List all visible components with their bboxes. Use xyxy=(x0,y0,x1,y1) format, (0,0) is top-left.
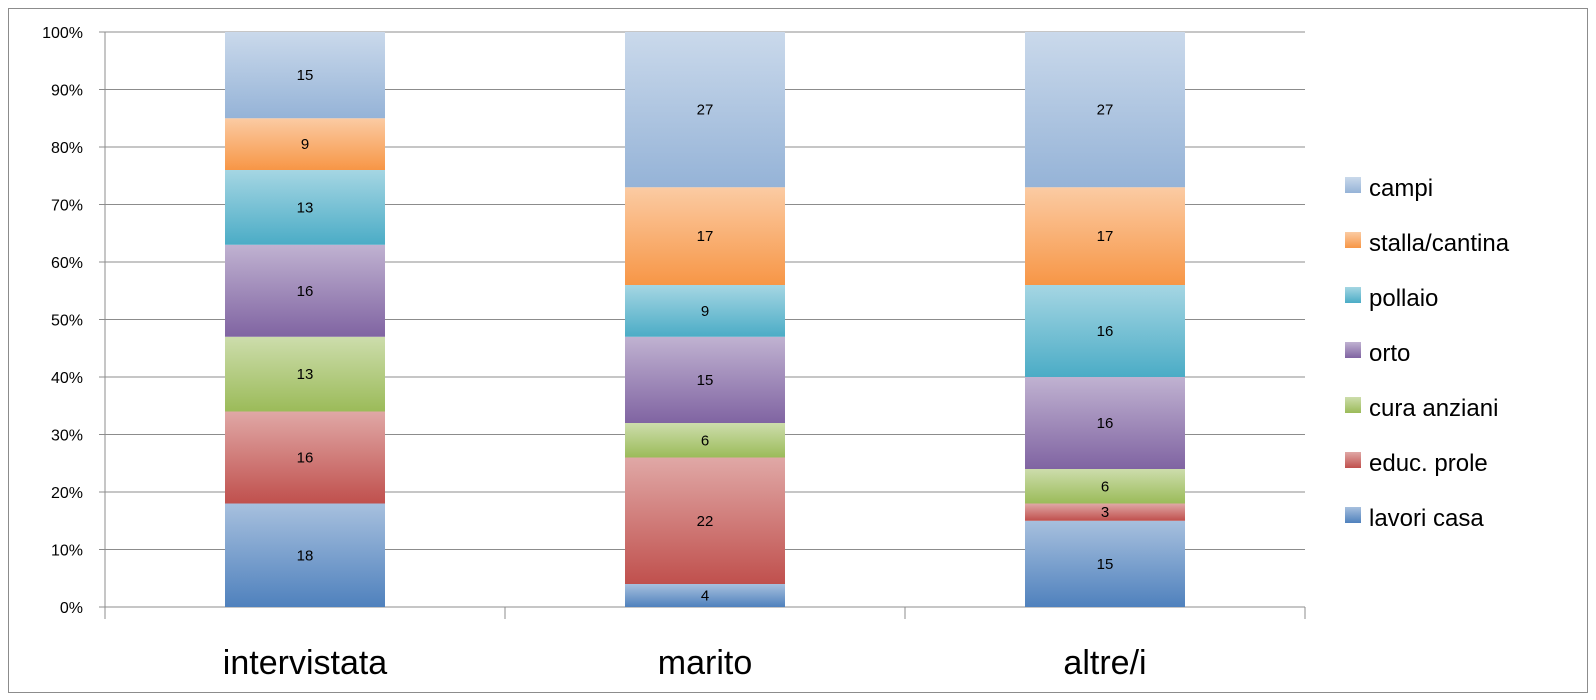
data-label: 16 xyxy=(297,283,314,300)
x-tick-label: altre/i xyxy=(1063,644,1146,682)
x-axis: intervistata marito altre/i xyxy=(104,607,1306,682)
bar-segment xyxy=(625,32,785,188)
bar-segment xyxy=(1025,469,1185,504)
bar-segment xyxy=(1025,187,1185,285)
bar-segment xyxy=(625,584,785,607)
legend-swatch xyxy=(1345,342,1361,358)
data-label: 16 xyxy=(297,450,314,467)
data-label: 17 xyxy=(697,228,714,245)
legend: campi stalla/cantina pollaio orto cura anzia… xyxy=(1345,175,1510,532)
legend-swatch xyxy=(1345,452,1361,468)
legend-label: lavori casa xyxy=(1369,505,1484,532)
data-label: 18 xyxy=(297,547,314,564)
legend-label: educ. prole xyxy=(1369,450,1488,477)
legend-label: pollaio xyxy=(1369,285,1438,312)
data-label: 9 xyxy=(701,303,709,320)
bar-segment xyxy=(225,32,385,119)
bar-segment xyxy=(225,244,385,337)
bar-segment xyxy=(1025,32,1185,188)
y-tick-label: 80% xyxy=(51,140,83,157)
data-label: 13 xyxy=(297,366,314,383)
data-label: 17 xyxy=(1097,228,1114,245)
y-tick-label: 10% xyxy=(51,543,83,560)
y-tick-label: 50% xyxy=(51,313,83,330)
legend-swatch xyxy=(1345,177,1361,193)
data-label: 27 xyxy=(697,102,714,119)
y-axis: 0% 10% 20% 30% 40% 50% 60% 70% 80% 90% 100% xyxy=(42,25,106,617)
bar-segment xyxy=(1025,503,1185,521)
y-tick-label: 0% xyxy=(60,600,83,617)
data-label: 6 xyxy=(701,432,709,449)
y-tick-label: 70% xyxy=(51,198,83,215)
legend-label: stalla/cantina xyxy=(1369,230,1510,257)
data-label: 22 xyxy=(697,513,714,530)
data-label: 27 xyxy=(1097,102,1114,119)
bar-segment xyxy=(625,457,785,584)
x-tick-label: marito xyxy=(658,644,752,682)
y-tick-label: 20% xyxy=(51,485,83,502)
bar-segment xyxy=(1025,377,1185,469)
bar-segment xyxy=(225,118,385,170)
legend-swatch xyxy=(1345,232,1361,248)
legend-swatch xyxy=(1345,507,1361,523)
chart-frame xyxy=(8,8,1588,693)
bar-segment xyxy=(625,336,785,423)
y-tick-label: 30% xyxy=(51,428,83,445)
bar-segment xyxy=(625,187,785,285)
legend-label: cura anziani xyxy=(1369,395,1498,422)
data-label: 15 xyxy=(1097,556,1114,573)
bar-segment xyxy=(1025,520,1185,607)
legend-label: campi xyxy=(1369,175,1433,202)
x-tick-label: intervistata xyxy=(223,644,387,682)
data-label: 16 xyxy=(1097,323,1114,340)
bar-segment xyxy=(625,423,785,458)
bar-segment xyxy=(225,411,385,504)
data-label: 13 xyxy=(297,199,314,216)
y-tick-label: 60% xyxy=(51,255,83,272)
data-label: 15 xyxy=(297,67,314,84)
bars: 18 16 13 16 13 9 15 4 22 6 15 9 17 27 15 3 6 16 16 17 27 xyxy=(225,32,1185,607)
legend-swatch xyxy=(1345,397,1361,413)
data-label: 9 xyxy=(301,136,309,153)
bar-segment xyxy=(225,503,385,607)
y-tick-label: 100% xyxy=(42,25,83,42)
legend-swatch xyxy=(1345,287,1361,303)
legend-label: orto xyxy=(1369,340,1410,367)
bar-segment xyxy=(625,285,785,337)
data-label: 3 xyxy=(1101,504,1109,521)
bar-segment xyxy=(1025,285,1185,377)
data-label: 6 xyxy=(1101,478,1109,495)
bar-segment xyxy=(225,336,385,412)
y-tick-label: 90% xyxy=(51,83,83,100)
y-tick-label: 40% xyxy=(51,370,83,387)
data-label: 4 xyxy=(701,588,709,605)
bar-segment xyxy=(225,170,385,245)
data-label: 15 xyxy=(697,372,714,389)
data-label: 16 xyxy=(1097,415,1114,432)
